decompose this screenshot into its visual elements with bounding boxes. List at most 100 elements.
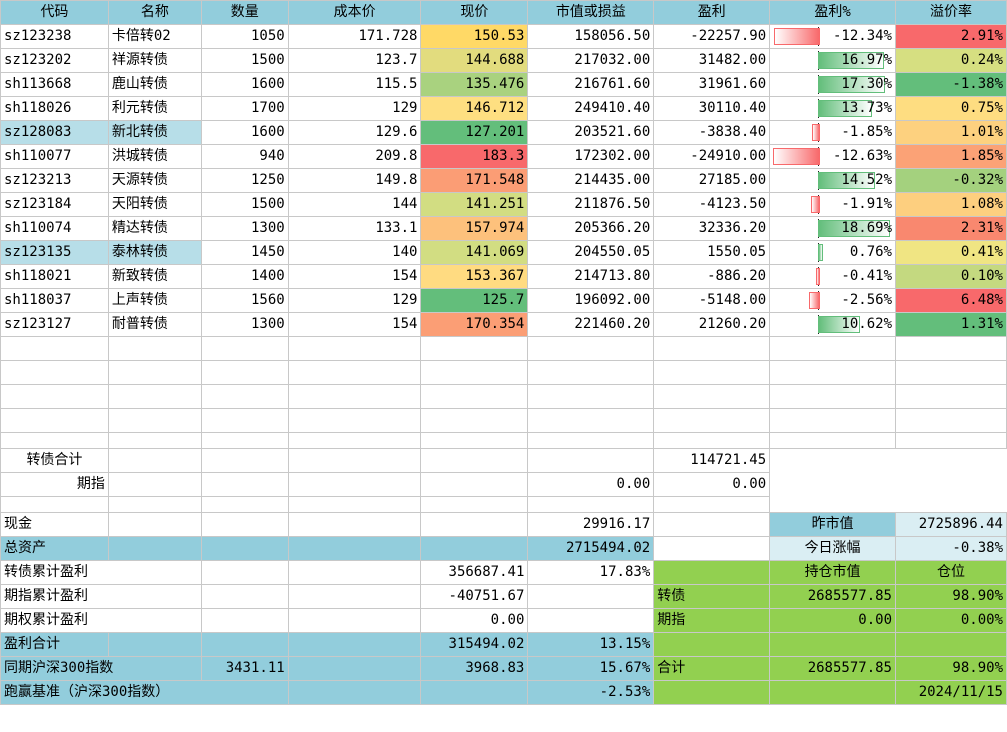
profit-pct[interactable]: 10.62% (769, 312, 896, 337)
current-price[interactable]: 170.354 (420, 312, 529, 337)
hs300-start[interactable]: 3431.11 (200, 656, 289, 681)
bond-code[interactable]: sz128083 (0, 120, 109, 145)
profit[interactable]: -886.20 (653, 264, 771, 289)
market-value[interactable]: 205366.20 (527, 216, 655, 241)
empty-cell[interactable] (200, 336, 289, 361)
empty-cell[interactable] (287, 408, 422, 433)
empty-cell[interactable] (200, 360, 289, 385)
bond-code[interactable]: sh110074 (0, 216, 109, 241)
quantity[interactable]: 1560 (200, 288, 289, 313)
profit-pct[interactable]: 0.76% (769, 240, 896, 265)
current-price[interactable]: 150.53 (420, 24, 529, 49)
current-price[interactable]: 144.688 (420, 48, 529, 73)
empty-cell[interactable] (769, 360, 896, 385)
position-label[interactable]: 仓位 (895, 560, 1007, 585)
premium-rate[interactable]: 0.24% (895, 48, 1007, 73)
options-cum-value[interactable]: 0.00 (420, 608, 529, 633)
header-premium[interactable]: 溢价率 (895, 0, 1007, 25)
header-name[interactable]: 名称 (107, 0, 202, 25)
cost-price[interactable]: 129 (287, 96, 422, 121)
prev-value[interactable]: 2725896.44 (895, 512, 1007, 537)
profit-total-pct[interactable]: 13.15% (527, 632, 655, 657)
empty-cell[interactable] (200, 408, 289, 433)
bond-code[interactable]: sz123135 (0, 240, 109, 265)
prev-value-label[interactable]: 昨市值 (769, 512, 896, 537)
empty-cell[interactable] (653, 336, 771, 361)
bond-name[interactable]: 卡倍转02 (107, 24, 202, 49)
empty-cell[interactable] (0, 336, 109, 361)
header-qty[interactable]: 数量 (200, 0, 289, 25)
profit-pct[interactable]: 13.73% (769, 96, 896, 121)
futures-position[interactable]: 0.00% (895, 608, 1007, 633)
bond-name[interactable]: 祥源转债 (107, 48, 202, 73)
bond-name[interactable]: 天源转债 (107, 168, 202, 193)
cost-price[interactable]: 115.5 (287, 72, 422, 97)
quantity[interactable]: 1300 (200, 312, 289, 337)
cost-price[interactable]: 129.6 (287, 120, 422, 145)
cost-price[interactable]: 123.7 (287, 48, 422, 73)
bond-code[interactable]: sz123184 (0, 192, 109, 217)
profit-total-label[interactable]: 盈利合计 (0, 632, 109, 657)
cost-price[interactable]: 144 (287, 192, 422, 217)
bond-name[interactable]: 洪城转债 (107, 144, 202, 169)
empty-cell[interactable] (107, 360, 202, 385)
bond-label[interactable]: 转债 (653, 584, 771, 609)
empty-cell[interactable] (769, 384, 896, 409)
empty-cell[interactable] (420, 360, 529, 385)
profit[interactable]: 31961.60 (653, 72, 771, 97)
today-change-label[interactable]: 今日涨幅 (769, 536, 896, 561)
cost-price[interactable]: 133.1 (287, 216, 422, 241)
cash-value[interactable]: 29916.17 (527, 512, 655, 537)
profit-pct[interactable]: 18.69% (769, 216, 896, 241)
cost-price[interactable]: 154 (287, 312, 422, 337)
bond-cum-pct[interactable]: 17.83% (527, 560, 655, 585)
market-value[interactable]: 214713.80 (527, 264, 655, 289)
header-profit-pct[interactable]: 盈利% (769, 0, 896, 25)
total-label[interactable]: 合计 (653, 656, 771, 681)
empty-cell[interactable] (653, 408, 771, 433)
profit[interactable]: -3838.40 (653, 120, 771, 145)
empty-cell[interactable] (107, 384, 202, 409)
hs300-end[interactable]: 3968.83 (420, 656, 529, 681)
profit-pct[interactable]: -12.63% (769, 144, 896, 169)
current-price[interactable]: 157.974 (420, 216, 529, 241)
bond-code[interactable]: sz123213 (0, 168, 109, 193)
premium-rate[interactable]: 6.48% (895, 288, 1007, 313)
cost-price[interactable]: 209.8 (287, 144, 422, 169)
profit[interactable]: -5148.00 (653, 288, 771, 313)
profit[interactable]: 21260.20 (653, 312, 771, 337)
bond-name[interactable]: 利元转债 (107, 96, 202, 121)
profit[interactable]: 32336.20 (653, 216, 771, 241)
empty-cell[interactable] (895, 336, 1007, 361)
quantity[interactable]: 1500 (200, 192, 289, 217)
futures-label-2[interactable]: 期指 (653, 608, 771, 633)
empty-cell[interactable] (653, 384, 771, 409)
report-date[interactable]: 2024/11/15 (895, 680, 1007, 705)
bond-code[interactable]: sh118021 (0, 264, 109, 289)
hs300-pct[interactable]: 15.67% (527, 656, 655, 681)
current-price[interactable]: 127.201 (420, 120, 529, 145)
header-code[interactable]: 代码 (0, 0, 109, 25)
today-change[interactable]: -0.38% (895, 536, 1007, 561)
hs300-label[interactable]: 同期沪深300指数 (0, 656, 202, 681)
empty-cell[interactable] (420, 384, 529, 409)
premium-rate[interactable]: 0.10% (895, 264, 1007, 289)
empty-cell[interactable] (527, 336, 655, 361)
market-value[interactable]: 216761.60 (527, 72, 655, 97)
quantity[interactable]: 940 (200, 144, 289, 169)
empty-cell[interactable] (769, 408, 896, 433)
bond-name[interactable]: 鹿山转债 (107, 72, 202, 97)
total-position[interactable]: 98.90% (895, 656, 1007, 681)
empty-cell[interactable] (420, 408, 529, 433)
current-price[interactable]: 153.367 (420, 264, 529, 289)
bond-cum-label[interactable]: 转债累计盈利 (0, 560, 202, 585)
quantity[interactable]: 1450 (200, 240, 289, 265)
current-price[interactable]: 135.476 (420, 72, 529, 97)
current-price[interactable]: 141.251 (420, 192, 529, 217)
bond-code[interactable]: sz123238 (0, 24, 109, 49)
profit-pct[interactable]: -0.41% (769, 264, 896, 289)
futures-hold-value[interactable]: 0.00 (769, 608, 896, 633)
bond-name[interactable]: 精达转债 (107, 216, 202, 241)
bond-code[interactable]: sh113668 (0, 72, 109, 97)
cost-price[interactable]: 140 (287, 240, 422, 265)
